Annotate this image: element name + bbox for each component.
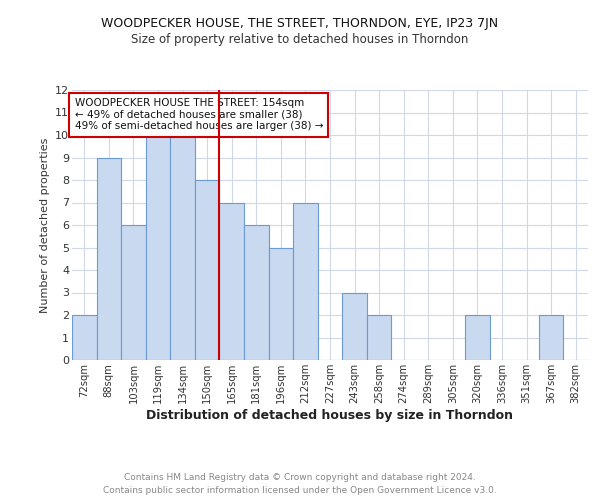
Bar (465, 315, 490, 360)
Bar (195, 180, 220, 360)
Bar (269, 248, 293, 360)
Text: Contains HM Land Registry data © Crown copyright and database right 2024.
Contai: Contains HM Land Registry data © Crown c… (103, 474, 497, 495)
Bar (121, 225, 146, 360)
Bar (97, 158, 121, 360)
Bar (146, 135, 170, 360)
Bar (342, 292, 367, 360)
Bar (367, 315, 391, 360)
Bar (244, 225, 269, 360)
Text: WOODPECKER HOUSE THE STREET: 154sqm
← 49% of detached houses are smaller (38)
49: WOODPECKER HOUSE THE STREET: 154sqm ← 49… (74, 98, 323, 132)
Bar (170, 135, 195, 360)
Y-axis label: Number of detached properties: Number of detached properties (40, 138, 50, 312)
Text: Size of property relative to detached houses in Thorndon: Size of property relative to detached ho… (131, 32, 469, 46)
Text: WOODPECKER HOUSE, THE STREET, THORNDON, EYE, IP23 7JN: WOODPECKER HOUSE, THE STREET, THORNDON, … (101, 18, 499, 30)
X-axis label: Distribution of detached houses by size in Thorndon: Distribution of detached houses by size … (146, 408, 514, 422)
Bar (220, 202, 244, 360)
Bar (293, 202, 318, 360)
Bar (539, 315, 563, 360)
Bar (72, 315, 97, 360)
